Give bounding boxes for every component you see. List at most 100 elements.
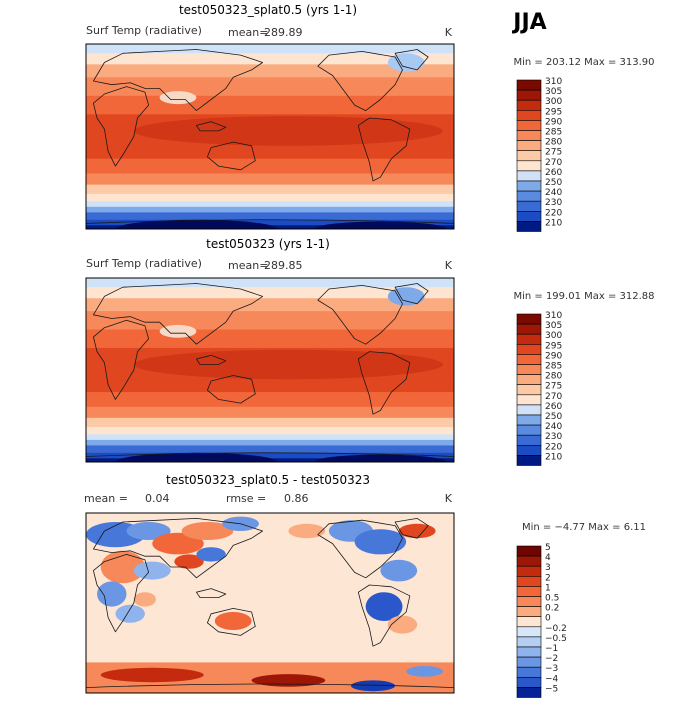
panel-3-rmse-label: rmse = — [226, 492, 266, 505]
coastline — [357, 117, 411, 182]
panel-3-colorbar-tick-label: 4 — [545, 553, 551, 563]
panel-2-colorbar-tick-label: 305 — [545, 321, 562, 331]
diff-blob — [406, 666, 443, 677]
panel-3-colorbar-box — [516, 555, 542, 567]
panel-3-colorbar-tick-label: −5 — [545, 684, 558, 694]
temp-band — [86, 212, 454, 221]
panel-2-colorbar: 3103053002952902852802752702602502402302… — [516, 311, 562, 466]
temp-band — [86, 44, 454, 55]
temp-band — [86, 173, 454, 186]
diff-blob — [152, 532, 204, 555]
panel-3-rmse-value: 0.86 — [284, 492, 309, 505]
antarctic-cold — [314, 454, 447, 462]
panel-2-mean-label: mean= — [228, 259, 268, 272]
coastline — [196, 588, 227, 598]
diff-blob — [350, 680, 396, 692]
panel-2-colorbar-box — [516, 313, 542, 325]
temp-band — [86, 184, 454, 195]
panel-1-colorbar-tick-label: 260 — [545, 168, 562, 178]
temp-band — [86, 145, 454, 160]
panel-1-colorbar: 3103053002952902852802752702602502402302… — [516, 77, 562, 232]
panel-1-colorbar-tick-label: 230 — [545, 198, 562, 208]
panel-2-colorbar-tick-label: 230 — [545, 432, 562, 442]
panel-1-colorbar-box — [516, 180, 542, 192]
coastline — [196, 121, 227, 132]
panel-1-title: test050323_splat0.5 (yrs 1-1) — [179, 3, 357, 17]
coastline — [357, 351, 411, 415]
panel-2-colorbar-box — [516, 374, 542, 386]
panel-3-minmax: Min = −4.77 Max = 6.11 — [522, 522, 646, 533]
panel-3-units: K — [445, 492, 453, 505]
antarctic-cold — [314, 221, 447, 229]
panel-3-colorbar-tick-label: −2 — [545, 654, 558, 664]
coastline — [93, 283, 263, 345]
temp-band — [86, 278, 454, 289]
panel-2-colorbar-tick-label: 260 — [545, 402, 562, 412]
panel-3-colorbar-box — [516, 676, 542, 688]
panel-3-colorbar-box — [516, 616, 542, 628]
panel-2-colorbar-tick-label: 285 — [545, 362, 562, 372]
panel-3-colorbar-box — [516, 545, 542, 557]
temp-band — [86, 439, 454, 447]
temp-band — [86, 201, 454, 208]
season-label: JJA — [511, 10, 546, 35]
panel-1-colorbar-box — [516, 130, 542, 141]
diff-blob — [387, 615, 418, 634]
diff-blob — [365, 592, 403, 621]
panel-3-colorbar-box — [516, 636, 542, 648]
panel-3-mean-label: mean = — [84, 492, 128, 505]
diff-blob — [181, 522, 234, 540]
panel-2-colorbar-tick-label: 220 — [545, 442, 562, 452]
coastline — [394, 518, 429, 539]
diff-blob — [214, 612, 252, 630]
coastline — [317, 519, 403, 579]
temp-band — [86, 379, 454, 394]
panel-2-colorbar-box — [516, 414, 542, 426]
panel-1-colorbar-box — [516, 150, 542, 162]
panel-1-colorbar-tick-label: 285 — [545, 128, 562, 138]
temp-band — [86, 206, 454, 214]
panel-2-map — [86, 278, 454, 462]
coastline — [93, 518, 263, 579]
panel-1-colorbar-tick-label: 305 — [545, 87, 562, 97]
temp-band — [86, 287, 454, 300]
coastline — [196, 354, 227, 365]
panel-1-colorbar-box — [516, 221, 542, 232]
warm-pool — [133, 349, 443, 380]
diff-blob — [398, 523, 436, 539]
panel-1-colorbar-tick-label: 240 — [545, 188, 562, 198]
panel-3-colorbar-box — [516, 656, 542, 668]
panel-3-colorbar-tick-label: −4 — [545, 674, 559, 684]
panel-1-colorbar-tick-label: 220 — [545, 208, 562, 218]
diff-blob — [133, 561, 171, 580]
panel-2-colorbar-box — [516, 434, 542, 446]
panel-3-colorbar-tick-label: 2 — [545, 573, 551, 583]
panel-3-colorbar-tick-label: 0 — [545, 614, 551, 624]
panel-3-colorbar-box — [516, 666, 542, 678]
panel-3-colorbar-box — [516, 626, 542, 638]
coastline — [86, 683, 454, 688]
panel-2-colorbar-tick-label: 290 — [545, 351, 562, 361]
diff-blob — [97, 581, 127, 607]
panel-3-colorbar-box — [516, 687, 542, 698]
temp-band — [86, 392, 454, 408]
temp-band — [86, 329, 454, 349]
panel-1-colorbar-box — [516, 190, 542, 202]
coastline — [207, 608, 256, 636]
coastline — [86, 452, 454, 457]
temp-band — [86, 434, 454, 441]
coastline — [93, 86, 149, 167]
panel-2-colorbar-box — [516, 455, 542, 466]
panel-2-title: test050323 (yrs 1-1) — [206, 237, 330, 251]
temp-band — [86, 219, 454, 227]
panel-2-colorbar-box — [516, 444, 542, 456]
panel-2-colorbar-tick-label: 270 — [545, 392, 562, 402]
panel-1-colorbar-tick-label: 290 — [545, 117, 562, 127]
panel-2-map-frame — [85, 277, 455, 463]
coastline — [93, 319, 149, 400]
panel-1-variable: Surf Temp (radiative) — [86, 24, 202, 37]
panel-3-map-frame — [85, 512, 455, 694]
panel-2-colorbar-tick-label: 300 — [545, 331, 562, 341]
coastline — [207, 375, 256, 404]
